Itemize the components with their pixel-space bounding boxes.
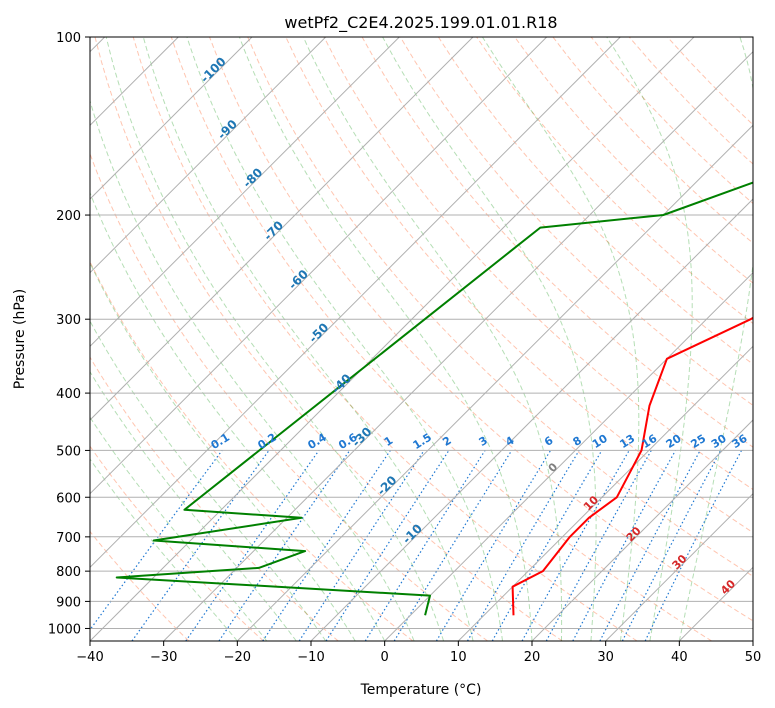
- moist-adiabat-line: [90, 458, 238, 641]
- moist-adiabat-line: [142, 37, 474, 641]
- x-tick-label: 30: [597, 650, 614, 665]
- x-tick-label: 50: [745, 650, 762, 665]
- dry-adiabat-line: [209, 37, 753, 622]
- x-tick-label: −10: [297, 650, 324, 665]
- mixing-ratio-line: [185, 450, 320, 641]
- y-tick-label: 800: [56, 565, 81, 580]
- isotherm-line: [457, 345, 753, 641]
- isotherm-line: [90, 37, 548, 495]
- moist-adiabat-line: [186, 37, 503, 641]
- x-axis-label: Temperature (°C): [360, 682, 482, 698]
- x-tick-label: 40: [671, 650, 688, 665]
- mixing-ratio-line: [90, 450, 223, 631]
- y-tick-label: 200: [56, 209, 81, 224]
- isotherm-line: [163, 50, 753, 641]
- series-lines: [115, 181, 753, 616]
- moist-adiabat-line: [606, 37, 693, 641]
- mixing-ratio-line: [393, 450, 513, 641]
- x-tick-label: 0: [381, 650, 389, 665]
- moist-adiabat-line: [678, 37, 753, 641]
- y-tick-label: 400: [56, 387, 81, 402]
- moist-adiabat-line: [90, 320, 327, 641]
- mixing-ratio-line: [298, 450, 425, 641]
- temperature-line: [511, 316, 753, 616]
- y-tick-label: 1000: [48, 622, 81, 637]
- moist-adiabat-line: [238, 37, 533, 641]
- moist-adiabat-line: [90, 191, 386, 641]
- y-tick-label: 700: [56, 531, 81, 546]
- dry-adiabat-line: [323, 37, 753, 491]
- mixing-ratio-line: [621, 450, 722, 641]
- moist-adiabat-line: [481, 37, 640, 641]
- dry-adiabat-line: [170, 37, 712, 641]
- dry-adiabat-line: [90, 152, 488, 641]
- isotherm-line: [90, 37, 400, 348]
- dry-adiabat-line: [437, 37, 753, 365]
- x-tick-label: −40: [76, 650, 103, 665]
- chart-title: wetPf2_C2E4.2025.199.01.01.R18: [284, 13, 557, 33]
- dry-adiabat-line: [399, 37, 753, 407]
- isotherm-line: [605, 492, 753, 641]
- isotherm-line: [310, 198, 753, 641]
- isotherm-line: [90, 37, 474, 421]
- y-tick-label: 300: [56, 313, 81, 328]
- isotherm-line: [384, 271, 753, 641]
- isotherm-line: [90, 37, 621, 569]
- moist-adiabat-line: [302, 37, 563, 641]
- mixing-ratio-line: [521, 450, 630, 641]
- dry-adiabat-line: [514, 37, 753, 284]
- isotherm-line: [90, 37, 327, 274]
- y-tick-label: 900: [56, 595, 81, 610]
- adiabat-lines: [90, 37, 753, 641]
- x-tick-label: 10: [450, 650, 467, 665]
- dry-adiabat-line: [132, 37, 638, 641]
- mixing-ratio-line: [262, 450, 391, 641]
- y-axis-label: Pressure (hPa): [12, 289, 28, 389]
- moist-adiabat-line: [90, 416, 268, 641]
- isotherm-line: [90, 37, 253, 200]
- dry-adiabat-line: [90, 445, 264, 641]
- y-tick-label: 100: [56, 31, 81, 46]
- mixing-ratio-line: [545, 450, 652, 641]
- dewpoint-line: [115, 181, 753, 616]
- y-tick-label: 600: [56, 491, 81, 506]
- axis-ticks: −40 −30 −20 −10 0 10 20 30 40 50 100 200 300 400 500 60…: [48, 31, 761, 665]
- mixing-ratio-line: [644, 450, 743, 641]
- isotherm-line: [90, 37, 695, 641]
- dry-adiabat-line: [90, 356, 339, 641]
- x-tick-label: −30: [150, 650, 177, 665]
- x-tick-label: −20: [224, 650, 251, 665]
- isotherm-line: [531, 419, 753, 641]
- dry-adiabat-line: [90, 530, 190, 641]
- plot-frame: [89, 36, 754, 642]
- mixing-ratio-line: [325, 450, 450, 641]
- moist-adiabat-line: [90, 261, 356, 641]
- dry-adiabat-line: [94, 37, 563, 641]
- mixing-ratio-line: [572, 450, 677, 641]
- moist-adiabat-line: [382, 37, 597, 641]
- x-tick-label: 20: [524, 650, 541, 665]
- y-tick-label: 500: [56, 444, 81, 459]
- mixing-ratio-line: [218, 450, 351, 641]
- isotherm-line: [236, 124, 753, 641]
